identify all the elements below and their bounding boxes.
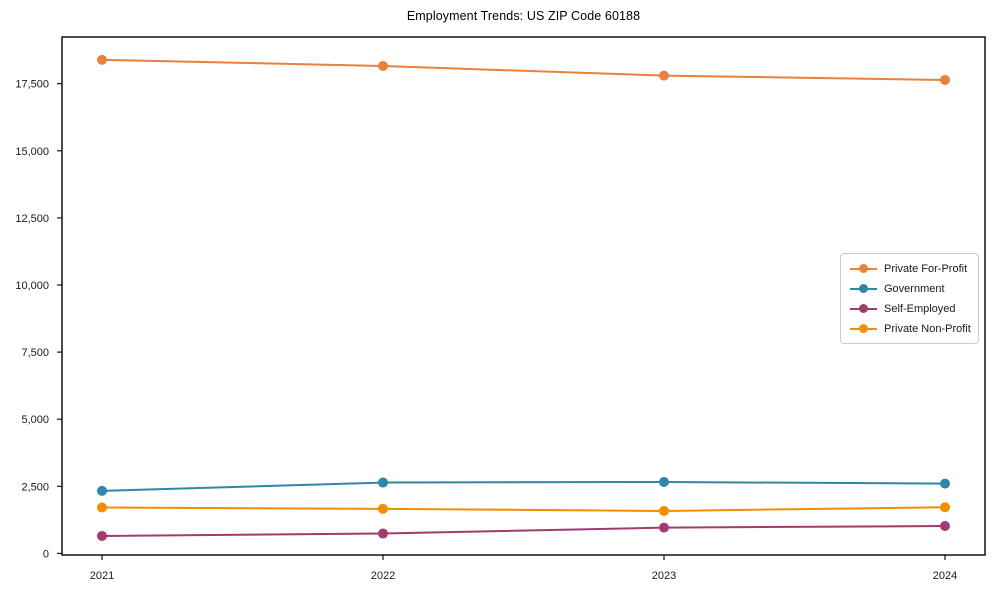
data-point-private-non-profit [97,502,107,513]
data-point-private-for-profit [659,70,669,81]
series-line-self-employed [101,525,946,537]
data-point-self-employed [378,528,388,539]
data-point-government [378,477,388,488]
data-point-government [940,478,950,489]
x-tick-label: 2021 [90,570,114,582]
y-tick-label: 12,500 [15,213,49,225]
x-tick-label: 2023 [652,570,676,582]
legend-label: Government [884,282,945,295]
chart-title: Employment Trends: US ZIP Code 60188 [406,9,641,23]
series-line-private-non-profit [101,506,946,512]
data-point-private-non-profit [659,505,669,516]
x-tick-label: 2022 [371,570,395,582]
legend-marker-government-icon [850,283,877,294]
data-point-private-non-profit [378,503,388,514]
data-point-self-employed [97,530,107,541]
legend-marker-self-employed-icon [850,303,877,314]
data-point-government [97,485,107,496]
legend: Private For-Profit Government Self-Employe… [840,253,979,344]
legend-item-private-for-profit: Private For-Profit [850,262,969,275]
x-tick-label: 2024 [933,570,957,582]
data-point-government [659,476,669,487]
y-tick-label: 5,000 [21,414,49,426]
legend-label: Self-Employed [884,302,956,315]
data-point-self-employed [940,521,950,532]
legend-item-government: Government [850,282,969,295]
data-point-self-employed [659,522,669,533]
legend-label: Private Non-Profit [884,322,971,335]
y-tick-label: 15,000 [15,146,49,158]
legend-label: Private For-Profit [884,262,968,275]
data-point-private-for-profit [97,54,107,65]
y-tick-label: 17,500 [15,79,49,91]
series-line-private-for-profit [101,58,946,81]
y-tick-label: 7,500 [21,347,49,359]
y-tick-label: 0 [43,548,49,560]
y-tick-label: 2,500 [21,481,49,493]
y-tick-label: 10,000 [15,280,49,292]
legend-marker-private-for-profit-icon [850,263,877,274]
data-point-private-non-profit [940,502,950,513]
data-point-private-for-profit [940,74,950,85]
legend-item-self-employed: Self-Employed [850,302,969,315]
legend-marker-private-non-profit-icon [850,323,877,334]
plot-frame [61,36,986,556]
legend-item-private-non-profit: Private Non-Profit [850,322,971,335]
series-line-government [101,480,946,492]
data-point-private-for-profit [378,60,388,71]
